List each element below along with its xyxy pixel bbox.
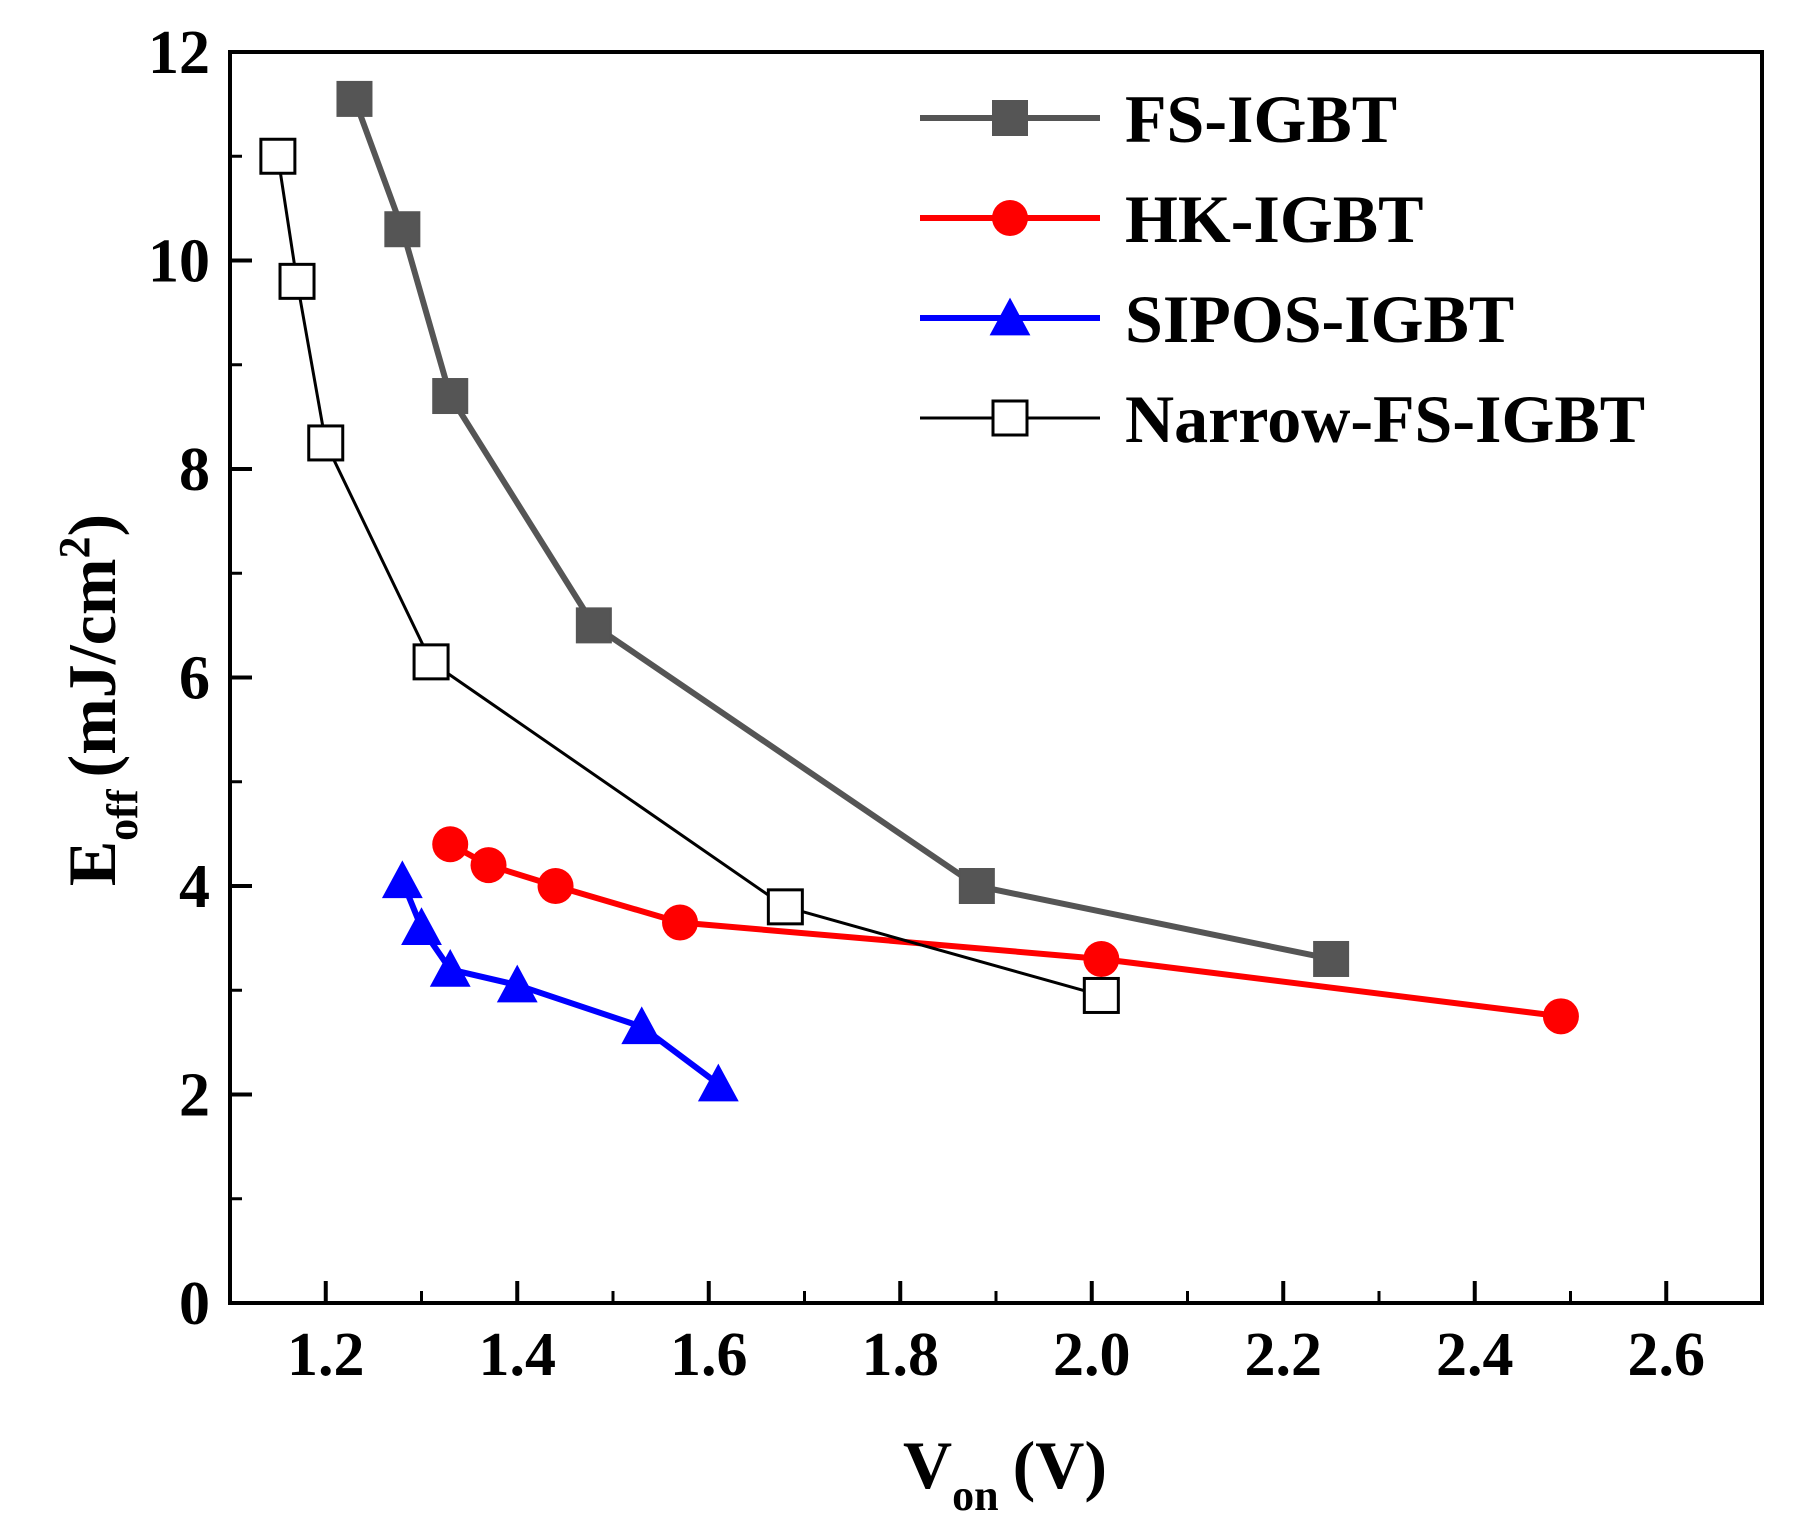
legend-marker-narrow-fs-igbt: [991, 399, 1029, 437]
data-point-fs-igbt: [384, 211, 421, 248]
y-axis-title-close: ): [54, 514, 130, 537]
legend: FS-IGBT HK-IGBT SIPOS-IGBT Narrow-FS-IGBT: [920, 81, 1645, 457]
data-point-fs-igbt: [958, 868, 995, 904]
data-point-sipos-igbt: [496, 964, 538, 1003]
y-axis-title-sub: off: [98, 788, 147, 841]
data-point-narrow-fs-igbt: [307, 424, 345, 462]
data-point-sipos-igbt: [381, 860, 423, 899]
y-axis-title-main: E: [54, 841, 130, 886]
data-point-hk-igbt: [537, 868, 574, 904]
data-point-narrow-fs-igbt: [259, 137, 297, 175]
x-tick-label: 1.6: [670, 1321, 748, 1389]
data-point-hk-igbt: [662, 904, 699, 941]
y-axis-title: Eoff (mJ/cm2): [50, 514, 147, 886]
y-tick-label: 6: [179, 645, 210, 713]
data-point-sipos-igbt: [401, 907, 442, 946]
y-tick-label: 12: [148, 19, 210, 87]
data-point-narrow-fs-igbt: [278, 262, 316, 300]
y-tick-label: 2: [179, 1062, 210, 1130]
y-axis-title-unit: (mJ/cm: [54, 558, 130, 777]
y-tick-label: 10: [148, 228, 210, 296]
plot-border: [228, 50, 1764, 1305]
data-point-hk-igbt: [470, 847, 507, 884]
data-point-fs-igbt: [575, 607, 612, 644]
x-tick-label: 2.2: [1245, 1321, 1323, 1389]
plot-frame: [228, 50, 1764, 1305]
data-point-hk-igbt: [432, 826, 469, 863]
legend-marker-fs-igbt: [992, 100, 1028, 136]
x-axis-title: Von (V): [903, 1427, 1107, 1520]
data-point-fs-igbt: [336, 80, 373, 117]
x-tick-label: 1.8: [862, 1321, 940, 1389]
legend-label-hk-igbt: HK-IGBT: [1125, 181, 1424, 257]
data-point-narrow-fs-igbt: [1082, 976, 1120, 1014]
x-axis-title-sub: on: [952, 1471, 998, 1520]
axis-ticks: [230, 50, 1669, 1305]
x-tick-label: 2.0: [1053, 1321, 1131, 1389]
data-point-narrow-fs-igbt: [412, 643, 450, 681]
legend-marker-sipos-igbt: [989, 297, 1031, 336]
series-line-fs-igbt: [351, 97, 1332, 962]
legend-label-fs-igbt: FS-IGBT: [1125, 81, 1397, 157]
y-tick-label: 8: [179, 436, 210, 504]
y-tick-label: 4: [179, 853, 210, 921]
legend-label-sipos-igbt: SIPOS-IGBT: [1125, 281, 1514, 357]
data-point-hk-igbt: [1542, 998, 1579, 1035]
x-axis-title-unit: (V): [1013, 1427, 1107, 1503]
data-point-sipos-igbt: [697, 1063, 739, 1102]
data-point-fs-igbt: [432, 378, 469, 415]
data-point-hk-igbt: [1083, 940, 1120, 977]
data-point-fs-igbt: [1313, 940, 1350, 977]
legend-marker-hk-igbt: [992, 200, 1028, 236]
tick-labels: 1.2 1.4 1.6 1.8 2.0 2.2 2.4 2.6 0 2 4 6 8 10 12: [148, 19, 1705, 1389]
x-tick-label: 2.6: [1628, 1321, 1706, 1389]
x-axis-title-main: V: [903, 1427, 952, 1503]
x-tick-label: 1.4: [479, 1321, 557, 1389]
y-tick-label: 0: [179, 1270, 210, 1338]
legend-label-narrow-fs-igbt: Narrow-FS-IGBT: [1125, 381, 1645, 457]
series-markers: [259, 80, 1579, 1102]
series-line-narrow-fs-igbt: [276, 156, 1102, 997]
y-axis-title-sup: 2: [50, 536, 99, 558]
series-line-hk-igbt: [448, 841, 1562, 1020]
data-point-sipos-igbt: [429, 949, 471, 987]
x-tick-label: 1.2: [287, 1321, 365, 1389]
data-point-narrow-fs-igbt: [766, 888, 804, 926]
x-tick-label: 2.4: [1436, 1321, 1514, 1389]
data-point-sipos-igbt: [621, 1006, 663, 1045]
